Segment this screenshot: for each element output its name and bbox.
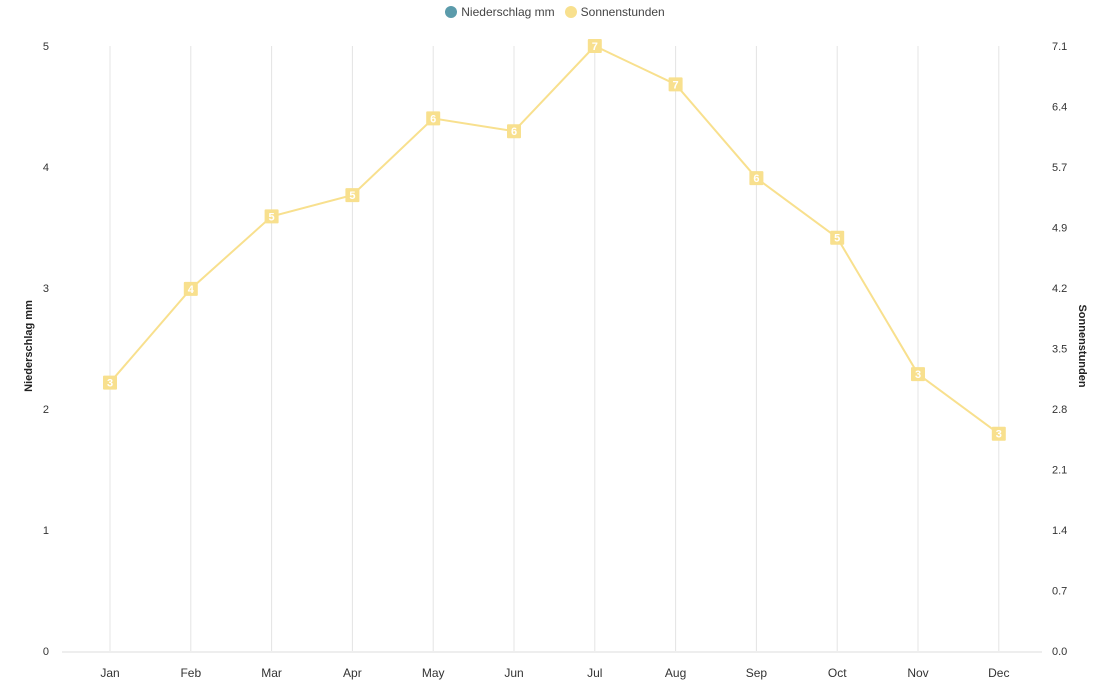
data-label-mar: 5 <box>269 211 275 223</box>
x-tick-nov: Nov <box>907 666 928 680</box>
x-tick-jan: Jan <box>100 666 119 680</box>
data-point-oct <box>830 230 845 245</box>
data-label-oct: 5 <box>834 233 840 245</box>
legend-item-sonnenstunden[interactable]: Sonnenstunden <box>564 5 665 19</box>
x-axis: Jan Feb Mar Apr May Jun Jul Aug Sep Oct Nov Dec <box>62 651 1042 680</box>
data-label-jan: 3 <box>107 378 113 390</box>
data-label-apr: 5 <box>349 190 355 202</box>
right-tick-4: 2.8 <box>1052 404 1067 416</box>
right-tick-8: 5.7 <box>1052 162 1067 174</box>
left-tick-2: 2 <box>43 404 49 416</box>
legend: Niederschlag mm Sonnenstunden <box>0 5 1110 19</box>
x-tick-may: May <box>422 666 445 680</box>
gridlines <box>109 46 1000 651</box>
left-tick-5: 5 <box>43 41 49 53</box>
right-tick-10: 7.1 <box>1052 41 1067 53</box>
left-tick-1: 1 <box>43 525 49 537</box>
right-tick-7: 4.9 <box>1052 223 1067 235</box>
legend-item-niederschlag[interactable]: Niederschlag mm <box>445 5 555 19</box>
right-tick-6: 4.2 <box>1052 283 1067 295</box>
x-tick-sep: Sep <box>746 666 768 680</box>
right-tick-0: 0.0 <box>1052 646 1067 658</box>
x-tick-feb: Feb <box>180 666 201 680</box>
left-tick-4: 4 <box>43 162 49 174</box>
data-label-jul: 7 <box>592 41 598 53</box>
data-point-mar <box>264 209 279 224</box>
data-label-dec: 3 <box>996 429 1002 441</box>
left-axis-ticks: 0 1 2 3 4 5 <box>43 41 49 658</box>
data-point-feb <box>183 281 198 296</box>
data-point-apr <box>345 188 360 203</box>
data-label-sep: 6 <box>753 173 759 185</box>
right-tick-5: 3.5 <box>1052 344 1067 356</box>
series-line-sonnenstunden <box>109 44 1000 435</box>
legend-swatch-sonnenstunden <box>564 6 577 18</box>
x-tick-apr: Apr <box>343 666 362 680</box>
right-tick-9: 6.4 <box>1052 102 1067 114</box>
data-point-sep <box>749 171 764 186</box>
data-label-jun: 6 <box>511 126 517 138</box>
x-tick-jun: Jun <box>504 666 523 680</box>
data-label-may: 6 <box>430 113 436 125</box>
data-point-aug <box>668 77 683 92</box>
data-label-nov: 3 <box>915 369 921 381</box>
right-tick-3: 2.1 <box>1052 465 1067 477</box>
data-point-jun <box>507 124 521 139</box>
data-point-may <box>426 111 441 126</box>
legend-swatch-niederschlag <box>445 6 458 18</box>
x-tick-aug: Aug <box>665 666 686 680</box>
left-tick-3: 3 <box>43 283 49 295</box>
x-tick-mar: Mar <box>261 666 282 680</box>
right-tick-1: 0.7 <box>1052 586 1067 598</box>
data-label-feb: 4 <box>188 284 195 296</box>
data-point-nov <box>911 367 925 382</box>
right-tick-2: 1.4 <box>1052 525 1067 537</box>
legend-label-niederschlag: Niederschlag mm <box>461 5 555 19</box>
data-label-aug: 7 <box>673 79 679 91</box>
right-axis-ticks: 0.0 0.7 1.4 2.1 2.8 3.5 4.2 4.9 5.7 6.4 7.1 <box>1052 41 1067 658</box>
left-tick-0: 0 <box>43 646 49 658</box>
left-axis-title: Niederschlag mm <box>23 300 35 392</box>
right-axis-title: Sonnenstunden <box>1076 304 1088 387</box>
data-point-jan <box>103 375 117 390</box>
data-point-dec <box>991 426 1006 441</box>
legend-label-sonnenstunden: Sonnenstunden <box>580 5 665 19</box>
x-tick-jul: Jul <box>587 666 602 680</box>
x-tick-oct: Oct <box>828 666 847 680</box>
series-layer: 3 4 5 5 6 6 7 7 6 5 3 3 <box>103 39 1006 441</box>
x-tick-dec: Dec <box>988 666 1009 680</box>
data-point-jul <box>587 39 602 53</box>
